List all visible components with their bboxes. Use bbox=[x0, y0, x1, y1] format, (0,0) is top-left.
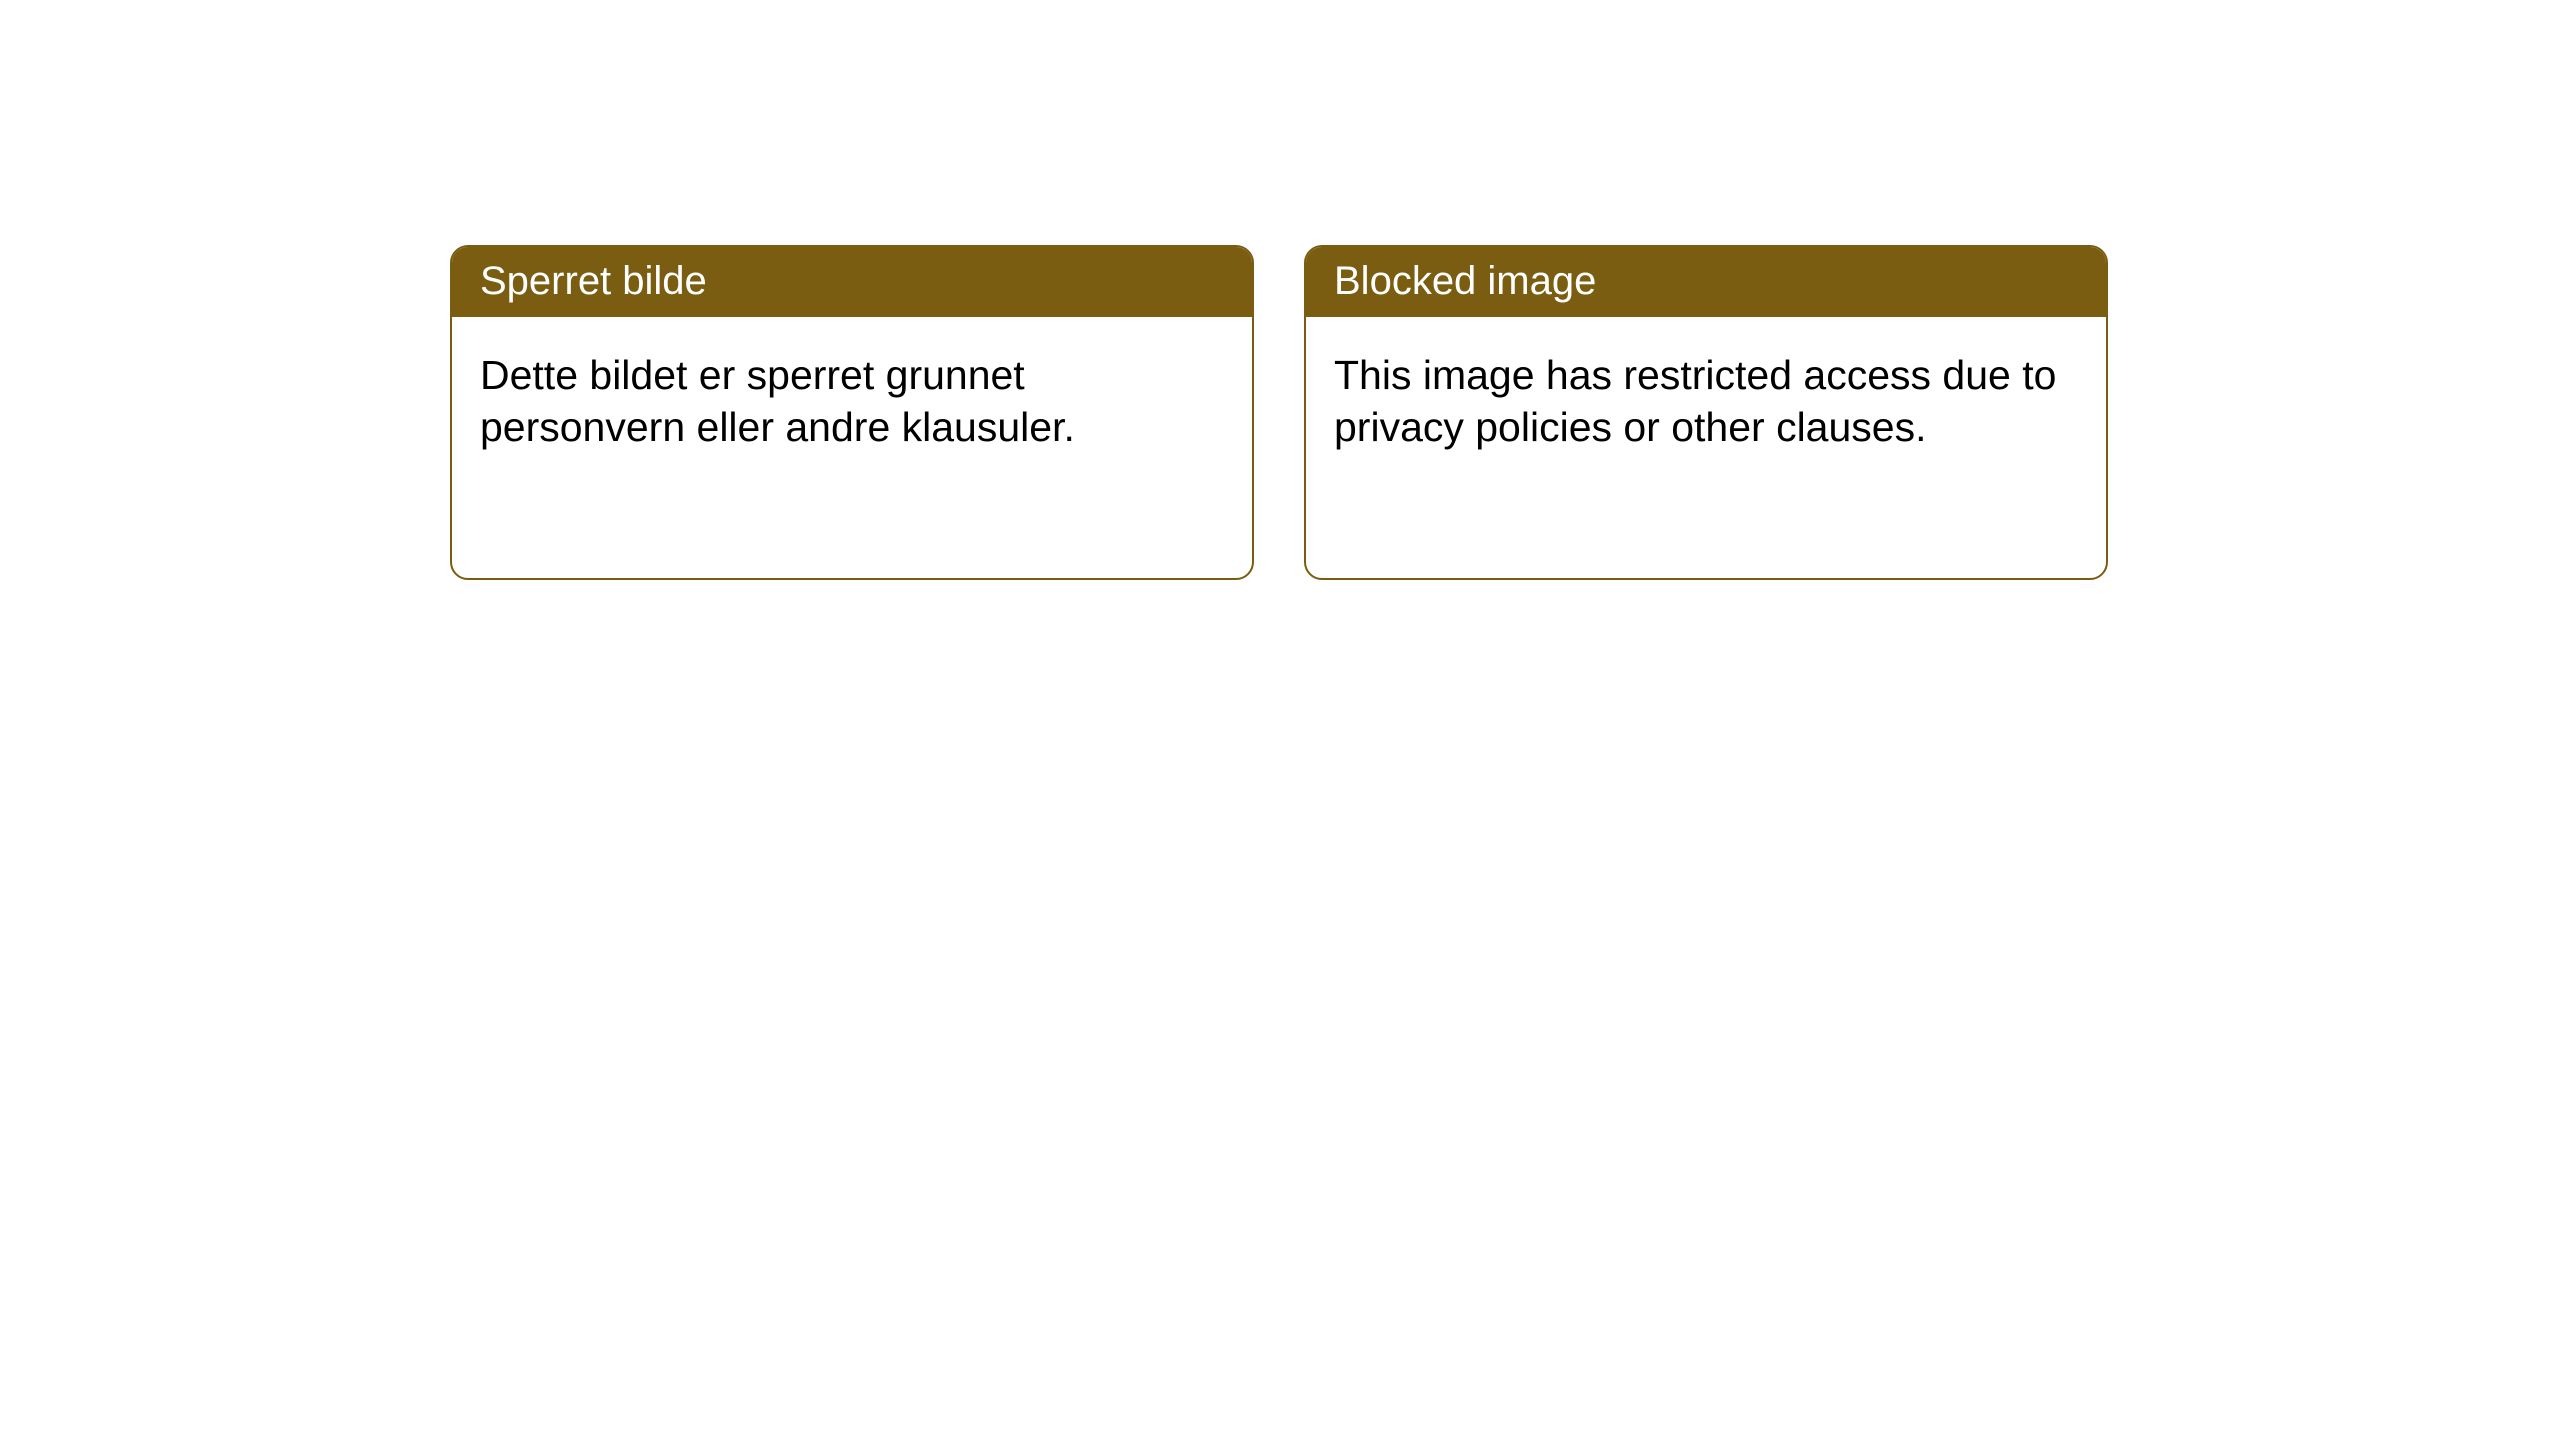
card-row: Sperret bilde Dette bildet er sperret gr… bbox=[0, 0, 2560, 580]
card-body: Dette bildet er sperret grunnet personve… bbox=[452, 317, 1252, 486]
card-header: Sperret bilde bbox=[452, 247, 1252, 317]
blocked-image-card-no: Sperret bilde Dette bildet er sperret gr… bbox=[450, 245, 1254, 580]
blocked-image-card-en: Blocked image This image has restricted … bbox=[1304, 245, 2108, 580]
card-header: Blocked image bbox=[1306, 247, 2106, 317]
card-body: This image has restricted access due to … bbox=[1306, 317, 2106, 486]
